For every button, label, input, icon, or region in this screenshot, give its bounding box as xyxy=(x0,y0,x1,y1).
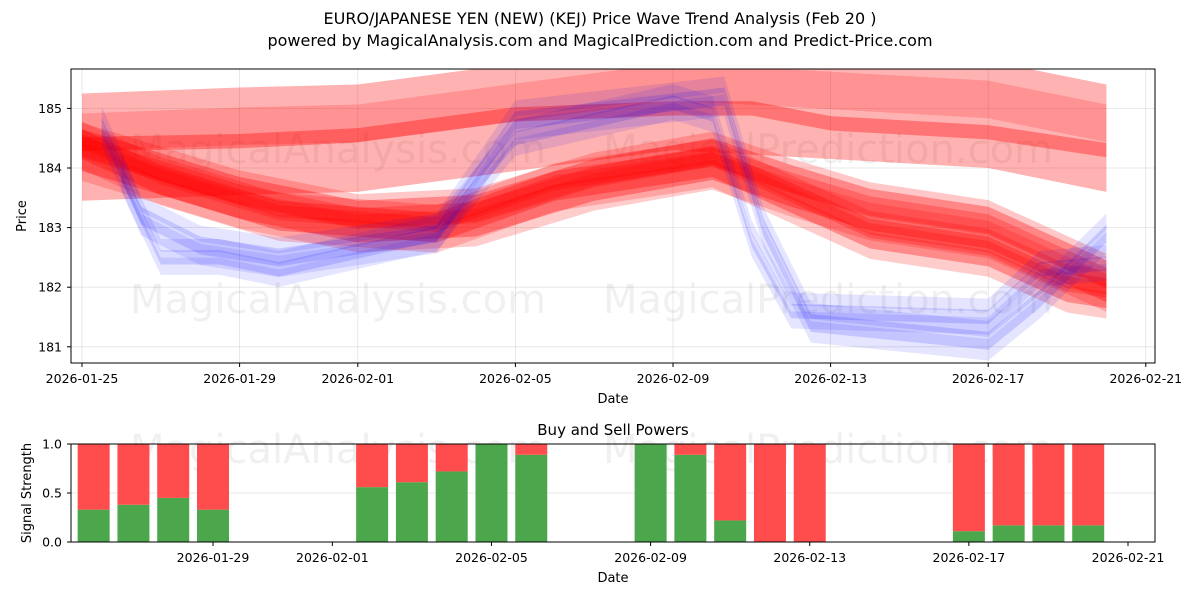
sell-bar xyxy=(356,444,389,488)
price-watermarks: MagicalAnalysis.com MagicalPrediction.co… xyxy=(130,127,1053,323)
chart-title: EURO/JAPANESE YEN (NEW) (KEJ) Price Wave… xyxy=(323,9,877,28)
sell-bar xyxy=(1072,444,1105,526)
sell-wave-band xyxy=(82,142,1107,319)
chart-subtitle: powered by MagicalAnalysis.com and Magic… xyxy=(267,31,933,50)
buy-sell-chart: Buy and Sell Powers MagicalAnalysis.com … xyxy=(20,421,1164,586)
y-tick-label: 0.0 xyxy=(42,535,62,550)
x-tick-label: 2026-01-25 xyxy=(46,371,119,386)
buy-wave-band xyxy=(121,102,1107,335)
sell-bar xyxy=(753,444,786,542)
sell-bar xyxy=(117,444,150,505)
x-tick-label: 2026-01-29 xyxy=(177,550,250,565)
y-tick-label: 181 xyxy=(38,339,62,354)
buy-wave-band xyxy=(121,95,1107,325)
x-tick-label: 2026-02-09 xyxy=(614,550,687,565)
sell-bar xyxy=(395,444,428,483)
buy-sell-title: Buy and Sell Powers xyxy=(537,421,689,439)
watermark-text: MagicalAnalysis.com xyxy=(130,277,546,323)
price-plot-area xyxy=(71,69,1155,363)
watermark-text: MagicalPrediction.com xyxy=(603,277,1053,323)
y-tick-label: 0.5 xyxy=(42,486,62,501)
price-plot-frame xyxy=(70,68,1156,364)
buy-bar xyxy=(435,471,468,542)
sell-bar xyxy=(197,444,229,510)
y-axis-label: Price xyxy=(15,200,30,232)
buy-bar xyxy=(356,487,389,542)
sell-wave-band xyxy=(82,133,1107,298)
buy-bar xyxy=(157,497,190,542)
x-tick-label: 2026-02-09 xyxy=(637,371,710,386)
sell-wave-band xyxy=(82,129,1107,309)
buy-wave-band xyxy=(121,84,1107,312)
sell-wave-band xyxy=(82,129,1107,303)
sell-bar xyxy=(157,444,190,498)
x-tick-label: 2026-02-21 xyxy=(1109,371,1182,386)
y-tick-label: 185 xyxy=(38,101,62,116)
x-tick-label: 2026-02-17 xyxy=(933,550,1006,565)
x-tick-label: 2026-02-05 xyxy=(479,371,552,386)
wave-bands xyxy=(82,69,1107,361)
buy-bar xyxy=(475,444,508,542)
x-axis-label: Date xyxy=(597,392,628,407)
buy-bar xyxy=(117,504,150,542)
x-tick-label: 2026-02-01 xyxy=(321,371,394,386)
watermark-text: MagicalPrediction.com xyxy=(603,427,1053,473)
watermark-text: MagicalAnalysis.com xyxy=(130,127,546,173)
sell-wave-band xyxy=(82,69,1107,152)
sell-wave-band xyxy=(82,136,1107,289)
x-tick-label: 2026-02-01 xyxy=(296,550,369,565)
sell-wave-band xyxy=(82,143,1107,312)
sell-bar xyxy=(435,444,468,472)
y-tick-label: 182 xyxy=(38,280,62,295)
x-tick-label: 2026-02-21 xyxy=(1092,550,1165,565)
buy-wave-band xyxy=(101,87,1107,350)
x-tick-label: 2026-02-13 xyxy=(794,371,867,386)
sell-bar xyxy=(674,444,707,455)
sell-bar xyxy=(77,444,110,510)
sell-bar xyxy=(793,444,826,542)
sell-bar xyxy=(515,444,548,455)
x-tick-label: 2026-02-17 xyxy=(952,371,1025,386)
sell-bar xyxy=(952,444,985,532)
buy-bar xyxy=(77,509,110,542)
x-tick-label: 2026-02-05 xyxy=(455,550,528,565)
buy-bar xyxy=(634,444,667,542)
x-tick-label: 2026-01-29 xyxy=(203,371,276,386)
price-chart: MagicalAnalysis.com MagicalPrediction.co… xyxy=(15,68,1182,407)
buy-bar xyxy=(674,454,707,542)
signal-bars xyxy=(77,444,1105,542)
watermark-text: MagicalPrediction.com xyxy=(603,127,1053,173)
x-tick-label: 2026-02-13 xyxy=(773,550,846,565)
sell-wave-band xyxy=(82,121,1107,295)
buy-bar xyxy=(197,509,229,542)
sell-wave-band xyxy=(82,69,1107,201)
sell-bar xyxy=(714,444,747,521)
sell-bar xyxy=(1032,444,1065,526)
sell-wave-band xyxy=(82,101,1107,158)
price-grid xyxy=(71,69,1155,363)
buy-bar xyxy=(515,454,548,542)
buy-bar xyxy=(952,531,985,542)
bar-axes: 0.0 0.5 1.0 2026-01-29 2026-02-01 2026-02-05 2… xyxy=(42,437,1164,566)
y-tick-label: 1.0 xyxy=(42,437,62,452)
buy-wave-band xyxy=(101,76,1107,337)
buy-bar xyxy=(1032,525,1065,542)
bar-y-axis-label: Signal Strength xyxy=(20,443,35,543)
sell-bar xyxy=(992,444,1025,526)
y-tick-label: 183 xyxy=(38,220,62,235)
buy-bar xyxy=(714,520,747,542)
buy-wave-band xyxy=(101,94,1107,361)
price-axes: 2026-01-25 2026-01-29 2026-02-01 2026-02-05… xyxy=(38,101,1182,386)
buy-bar xyxy=(395,482,428,542)
buy-bar xyxy=(1072,525,1105,542)
sell-wave-band xyxy=(82,122,1107,288)
buy-bar xyxy=(992,525,1025,542)
y-tick-label: 184 xyxy=(38,161,62,176)
bar-x-axis-label: Date xyxy=(597,571,628,586)
